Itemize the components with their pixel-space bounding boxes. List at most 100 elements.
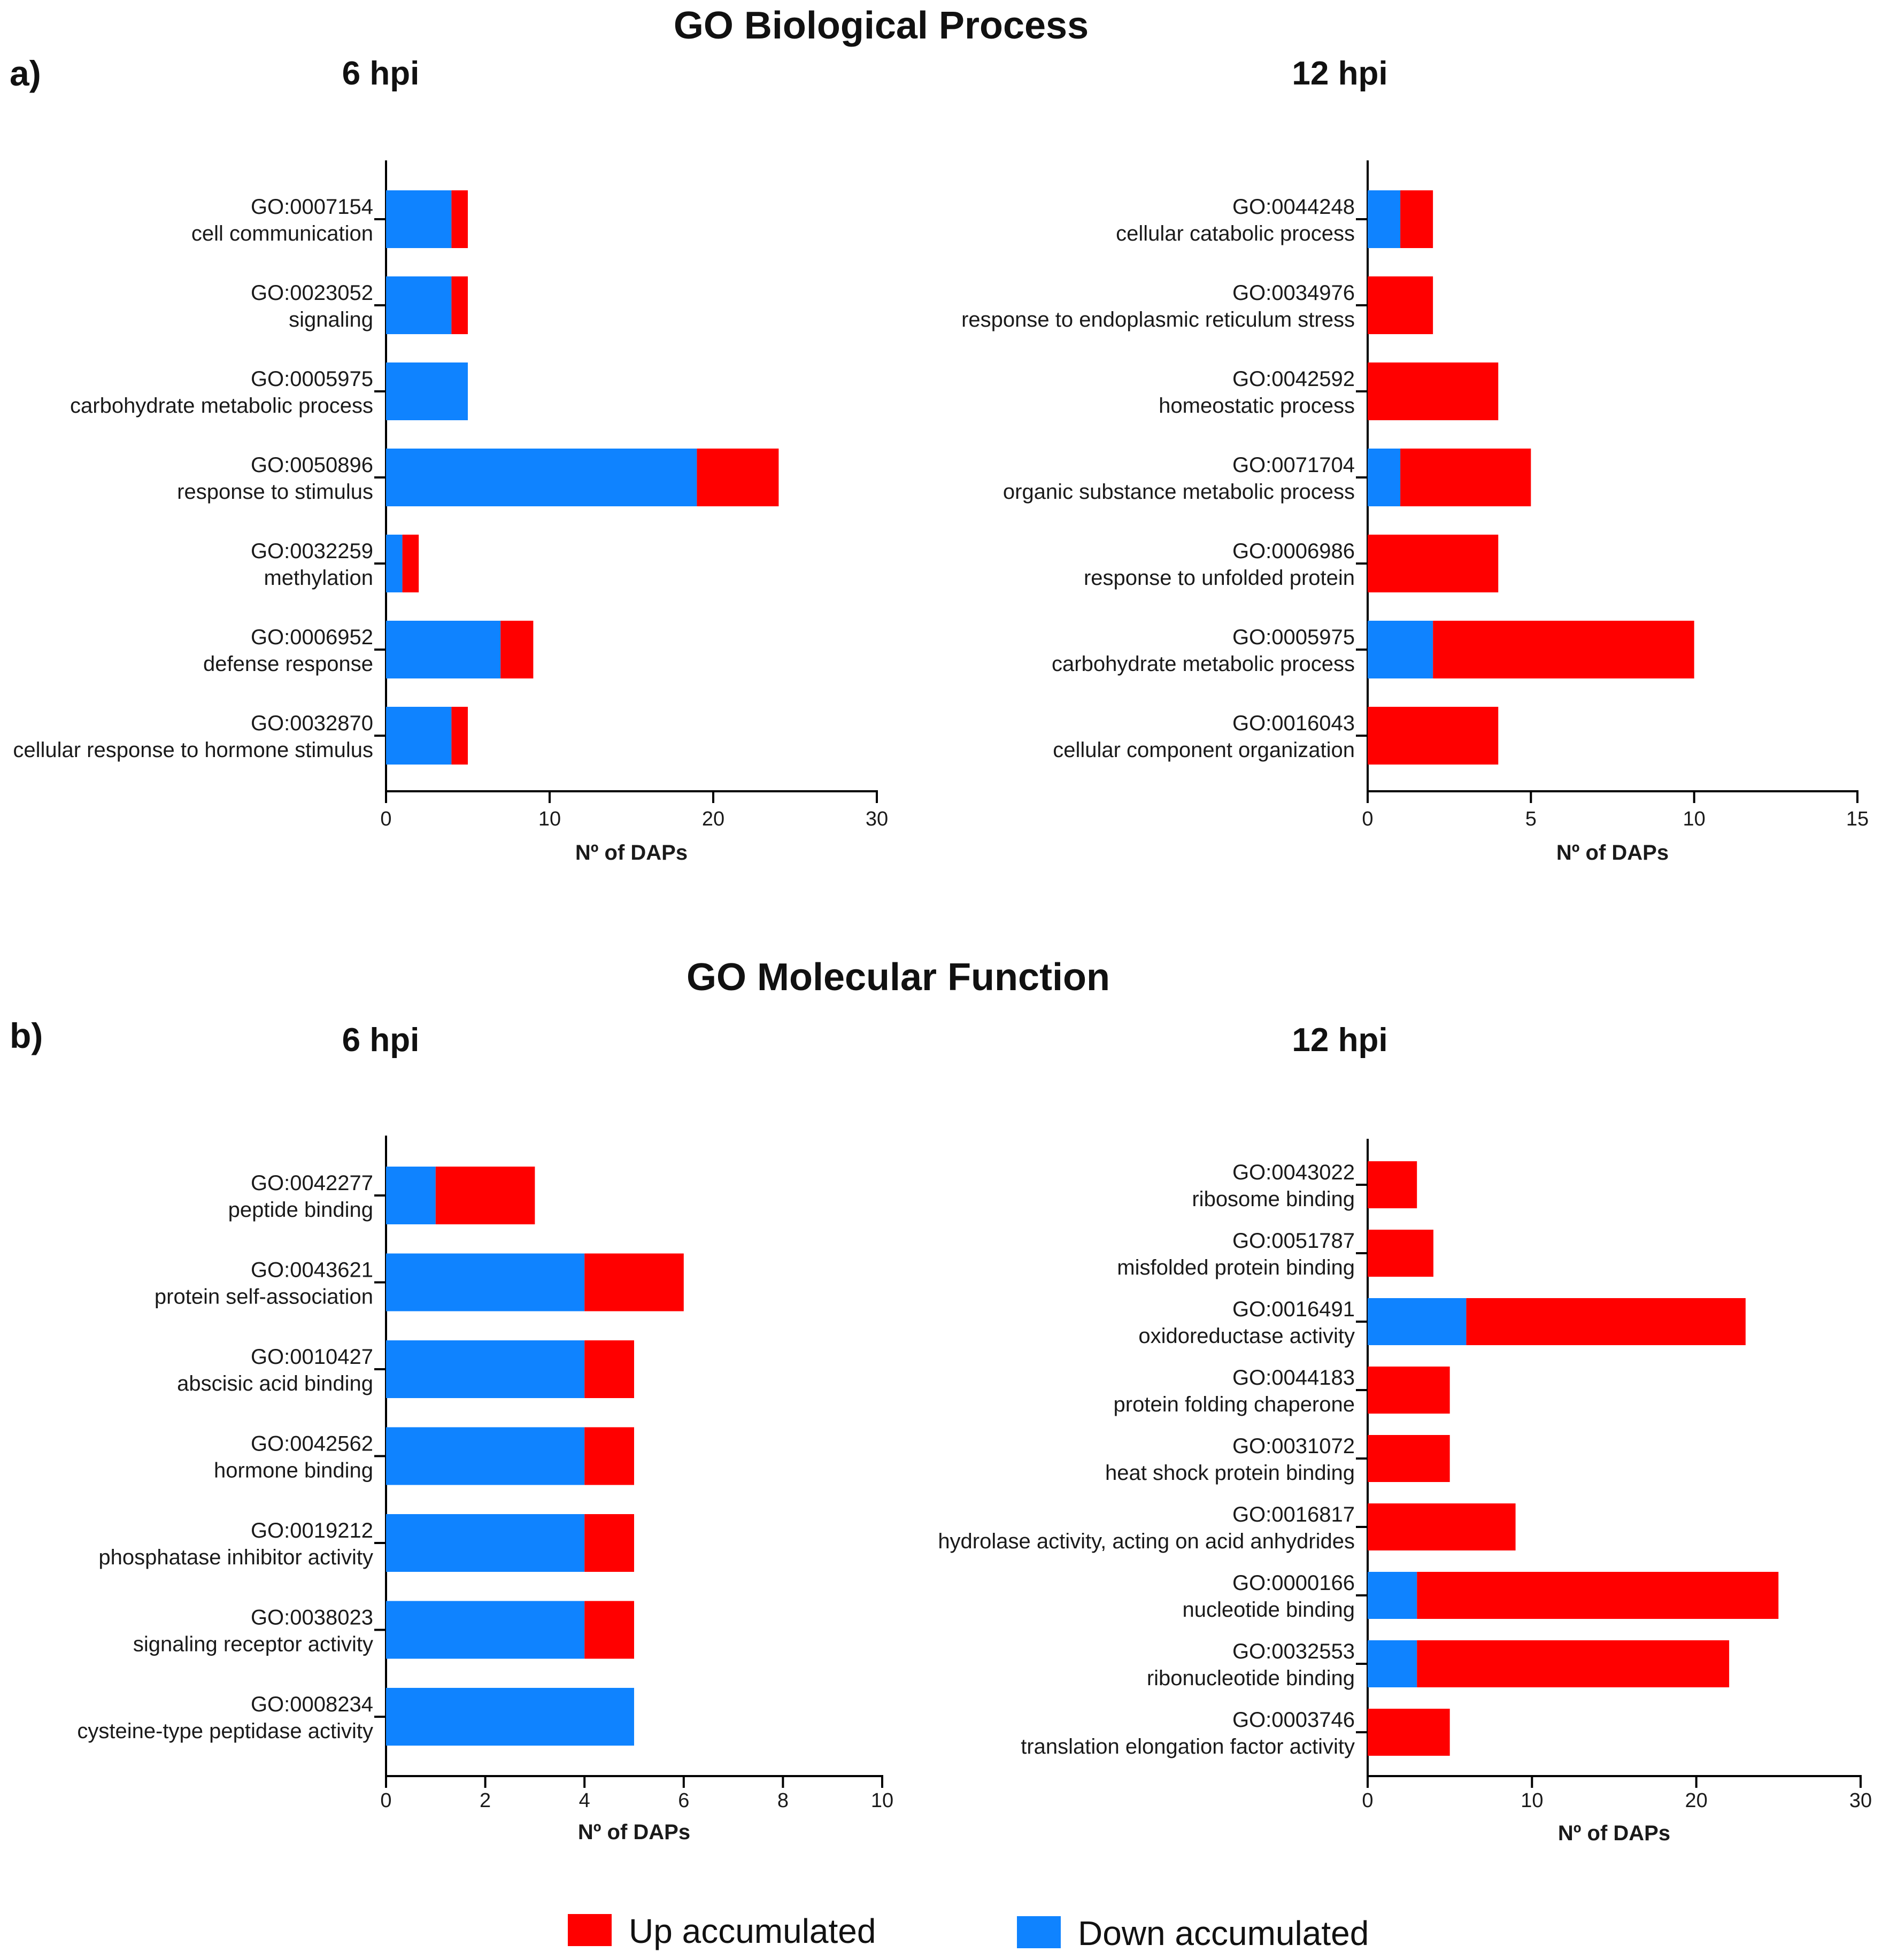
bar-down-accumulated [386, 1514, 585, 1572]
bar-up-accumulated [1433, 621, 1694, 678]
category-name-label: hydrolase activity, acting on acid anhyd… [938, 1530, 1355, 1553]
bar-down-accumulated [386, 276, 452, 334]
x-tick-label: 6 [678, 1789, 689, 1812]
bar-up-accumulated [697, 449, 779, 506]
chart-mf-12hpi: 12 hpi 0 10 20 30 Nº of DAPs GO:0043022 ribosom… [938, 1022, 1872, 1845]
category-name-label: defense response [203, 652, 373, 676]
category-id-label: GO:0006952 [251, 626, 373, 649]
bar-up-accumulated [1400, 190, 1433, 248]
bar-down-accumulated [1368, 449, 1401, 506]
category-id-label: GO:0016491 [1232, 1298, 1355, 1321]
bar-down-accumulated [386, 707, 452, 765]
x-tick-label: 0 [380, 808, 391, 830]
x-axis-title: Nº of DAPs [578, 1820, 690, 1844]
category-id-label: GO:0005975 [1232, 626, 1355, 649]
category-name-label: phosphatase inhibitor activity [98, 1546, 373, 1569]
category-name-label: translation elongation factor activity [1021, 1735, 1355, 1758]
x-tick-label: 10 [1683, 808, 1706, 830]
category-name-label: protein self-association [155, 1285, 373, 1309]
category-id-label: GO:0042277 [251, 1171, 373, 1195]
category-id-label: GO:0071704 [1232, 453, 1355, 477]
bar-up-accumulated [584, 1340, 634, 1398]
chart-title: 12 hpi [1292, 55, 1387, 92]
bar-down-accumulated [386, 1253, 585, 1311]
panel-label-a: a) [10, 53, 41, 93]
category-id-label: GO:0032259 [251, 539, 373, 563]
category-id-label: GO:0042562 [251, 1432, 373, 1456]
bar-down-accumulated [1368, 1298, 1467, 1345]
bar-down-accumulated [386, 362, 468, 420]
bar-up-accumulated [1368, 276, 1433, 334]
x-tick-label: 0 [1362, 808, 1373, 830]
x-axis-title: Nº of DAPs [1558, 1822, 1670, 1845]
category-name-label: cysteine-type peptidase activity [77, 1719, 373, 1743]
category-id-label: GO:0044183 [1232, 1366, 1355, 1390]
category-id-label: GO:0032870 [251, 712, 373, 735]
category-id-label: GO:0034976 [1232, 281, 1355, 305]
x-tick-label: 15 [1846, 808, 1869, 830]
category-id-label: GO:0000166 [1232, 1571, 1355, 1595]
x-tick-label: 8 [777, 1789, 789, 1812]
category-name-label: cellular component organization [1053, 738, 1355, 762]
legend-down-swatch [1017, 1916, 1061, 1948]
category-name-label: abscisic acid binding [177, 1372, 373, 1395]
x-tick-label: 20 [702, 808, 724, 830]
bar-up-accumulated [584, 1253, 684, 1311]
chart-mf-6hpi: 6 hpi 0 2 4 6 8 10 Nº of DAPs GO:0042277 peptide … [77, 1022, 893, 1844]
category-name-label: signaling receptor activity [133, 1633, 373, 1656]
category-name-label: response to unfolded protein [1084, 566, 1355, 590]
bar-down-accumulated [386, 190, 452, 248]
category-name-label: ribosome binding [1192, 1187, 1355, 1211]
x-axis-title: Nº of DAPs [1556, 841, 1669, 865]
bar-down-accumulated [386, 1167, 436, 1224]
category-name-label: cellular response to hormone stimulus [13, 738, 373, 762]
category-name-label: response to endoplasmic reticulum stress [961, 308, 1355, 331]
bar-down-accumulated [386, 621, 501, 678]
chart-bp-12hpi: 12 hpi 0 5 10 15 Nº of DAPs GO:0044248 cellular… [961, 55, 1869, 865]
category-id-label: GO:0016043 [1232, 712, 1355, 735]
category-id-label: GO:0032553 [1232, 1640, 1355, 1663]
bar-up-accumulated [402, 535, 419, 592]
category-name-label: cellular catabolic process [1116, 222, 1355, 245]
chart-bp-6hpi: 6 hpi 0 10 20 30 Nº of DAPs GO:0007154 cell com… [13, 55, 888, 865]
bar-up-accumulated [1368, 1230, 1433, 1277]
bar-up-accumulated [451, 276, 468, 334]
bar-up-accumulated [1368, 1435, 1450, 1482]
category-name-label: heat shock protein binding [1105, 1461, 1355, 1485]
x-tick-label: 20 [1685, 1789, 1708, 1812]
mf-section-title: GO Molecular Function [687, 956, 1110, 999]
category-id-label: GO:0031072 [1232, 1434, 1355, 1458]
x-tick-label: 30 [866, 808, 888, 830]
bar-up-accumulated [584, 1514, 634, 1572]
x-tick-label: 4 [579, 1789, 590, 1812]
x-tick-label: 0 [1362, 1789, 1373, 1812]
bar-up-accumulated [1417, 1572, 1779, 1619]
category-id-label: GO:0006986 [1232, 539, 1355, 563]
bar-up-accumulated [435, 1167, 535, 1224]
bar-down-accumulated [1368, 1572, 1417, 1619]
chart-title: 6 hpi [342, 1022, 420, 1059]
category-id-label: GO:0023052 [251, 281, 373, 305]
category-id-label: GO:0050896 [251, 453, 373, 477]
bar-up-accumulated [451, 707, 468, 765]
category-name-label: protein folding chaperone [1114, 1393, 1355, 1416]
x-tick-label: 2 [480, 1789, 491, 1812]
x-axis-title: Nº of DAPs [575, 841, 688, 865]
bar-up-accumulated [1368, 1503, 1516, 1550]
bar-up-accumulated [1368, 707, 1499, 765]
category-name-label: homeostatic process [1159, 394, 1355, 418]
category-name-label: organic substance metabolic process [1003, 480, 1355, 504]
category-id-label: GO:0042592 [1232, 367, 1355, 391]
category-name-label: nucleotide binding [1183, 1598, 1355, 1622]
x-tick-label: 10 [1521, 1789, 1543, 1812]
bar-up-accumulated [1368, 1367, 1450, 1414]
bar-up-accumulated [1368, 1709, 1450, 1756]
bar-down-accumulated [386, 449, 697, 506]
category-name-label: misfolded protein binding [1117, 1256, 1355, 1279]
bar-down-accumulated [386, 1340, 585, 1398]
category-name-label: signaling [289, 308, 373, 331]
panel-label-b: b) [10, 1016, 43, 1055]
bar-down-accumulated [386, 1427, 585, 1485]
category-name-label: hormone binding [214, 1459, 373, 1483]
